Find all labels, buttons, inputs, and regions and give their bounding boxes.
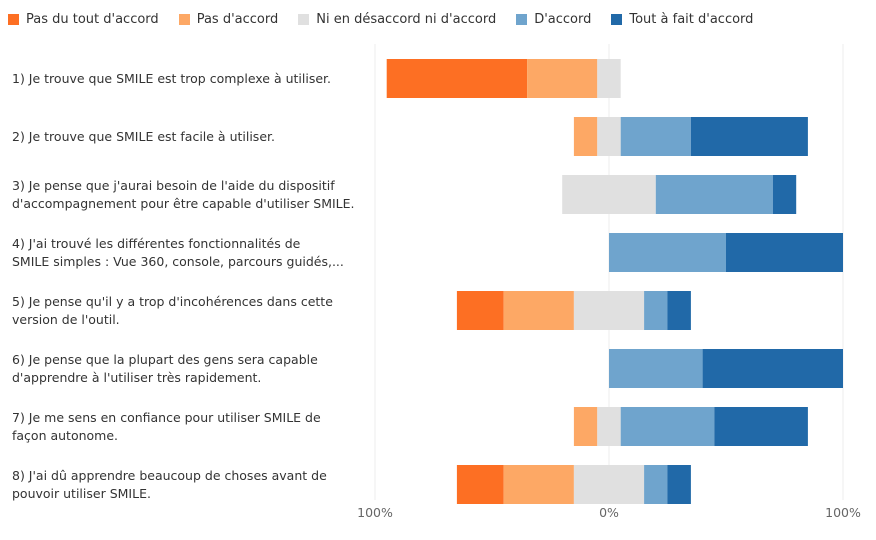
question-label: 2) Je trouve que SMILE est facile à util…	[12, 129, 275, 144]
question-label-line: SMILE simples : Vue 360, console, parcou…	[12, 254, 344, 269]
question-label-line: version de l'outil.	[12, 312, 120, 327]
bar-segment	[772, 175, 797, 214]
question-label-line: d'accompagnement pour être capable d'uti…	[12, 196, 355, 211]
bar-segment	[573, 291, 645, 330]
bar-segment	[573, 407, 598, 446]
bar-segment	[667, 465, 691, 504]
legend-swatch	[8, 13, 19, 25]
tick-label: 100%	[825, 505, 861, 520]
legend-item[interactable]: Pas du tout d'accord	[8, 12, 159, 27]
chart-row: 6) Je pense que la plupart des gens sera…	[12, 349, 843, 388]
legend-swatch	[178, 13, 190, 25]
question-label: 7) Je me sens en confiance pour utiliser…	[12, 410, 321, 443]
bar-segment	[573, 465, 645, 504]
chart-row: 2) Je trouve que SMILE est facile à util…	[12, 117, 808, 156]
question-label-line: pouvoir utiliser SMILE.	[12, 486, 151, 501]
bar-segment	[503, 465, 574, 504]
bar-segment	[714, 407, 808, 446]
chart-row: 5) Je pense qu'il y a trop d'incohérence…	[12, 291, 691, 330]
chart-row: 4) J'ai trouvé les différentes fonctionn…	[12, 233, 843, 272]
legend-label: Pas du tout d'accord	[26, 11, 159, 27]
legend-item[interactable]: D'accord	[516, 12, 591, 27]
question-label-line: 8) J'ai dû apprendre beaucoup de choses …	[12, 468, 327, 483]
legend-label: Ni en désaccord ni d'accord	[316, 11, 497, 27]
question-label: 4) J'ai trouvé les différentes fonctionn…	[12, 236, 344, 269]
question-label: 8) J'ai dû apprendre beaucoup de choses …	[12, 468, 327, 501]
question-label-line: 3) Je pense que j'aurai besoin de l'aide…	[12, 178, 335, 193]
question-label-line: 1) Je trouve que SMILE est trop complexe…	[12, 71, 331, 86]
chart-legend: Pas du tout d'accord Pas d'accord Ni en dé…	[8, 9, 773, 29]
bar-segment	[644, 465, 668, 504]
legend-item[interactable]: Ni en désaccord ni d'accord	[298, 12, 496, 27]
question-label-line: d'apprendre à l'utiliser très rapidement…	[12, 370, 261, 385]
tick-label: 0%	[599, 505, 619, 520]
bar-segment	[644, 291, 668, 330]
chart-row: 8) J'ai dû apprendre beaucoup de choses …	[12, 465, 691, 504]
bar-segment	[726, 233, 843, 272]
tick-label: 100%	[357, 505, 393, 520]
legend-label: D'accord	[534, 11, 592, 27]
legend-label: Pas d'accord	[196, 11, 279, 27]
bar-segment	[702, 349, 843, 388]
bar-segment	[503, 291, 574, 330]
chart-row: 1) Je trouve que SMILE est trop complexe…	[12, 59, 621, 98]
bar-segment	[562, 175, 656, 214]
bar-segment	[690, 117, 808, 156]
legend-item[interactable]: Tout à fait d'accord	[611, 12, 753, 27]
bar-segment	[597, 117, 621, 156]
legend-swatch	[298, 13, 310, 25]
question-label-line: 5) Je pense qu'il y a trop d'incohérence…	[12, 294, 333, 309]
bar-segment	[456, 291, 504, 330]
legend-swatch	[611, 13, 623, 25]
question-label-line: 6) Je pense que la plupart des gens sera…	[12, 352, 318, 367]
bar-segment	[456, 465, 504, 504]
question-label-line: 4) J'ai trouvé les différentes fonctionn…	[12, 236, 301, 251]
bar-segment	[620, 117, 691, 156]
question-label: 6) Je pense que la plupart des gens sera…	[12, 352, 318, 385]
question-label-line: façon autonome.	[12, 428, 118, 443]
question-label-line: 7) Je me sens en confiance pour utiliser…	[12, 410, 321, 425]
bar-segment	[655, 175, 773, 214]
bar-segment	[667, 291, 691, 330]
bar-segment	[609, 349, 703, 388]
chart-row: 3) Je pense que j'aurai besoin de l'aide…	[12, 175, 797, 214]
bar-segment	[609, 233, 726, 272]
question-label: 5) Je pense qu'il y a trop d'incohérence…	[12, 294, 333, 327]
bar-segment	[386, 59, 528, 98]
question-label: 1) Je trouve que SMILE est trop complexe…	[12, 71, 331, 86]
bar-segment	[573, 117, 598, 156]
bar-segment	[527, 59, 598, 98]
legend-swatch	[516, 13, 528, 25]
question-label: 3) Je pense que j'aurai besoin de l'aide…	[12, 178, 355, 211]
legend-item[interactable]: Pas d'accord	[178, 11, 279, 27]
chart-row: 7) Je me sens en confiance pour utiliser…	[12, 407, 808, 446]
question-label-line: 2) Je trouve que SMILE est facile à util…	[12, 129, 275, 144]
bar-segment	[620, 407, 715, 446]
bar-segment	[597, 59, 621, 98]
bar-segment	[597, 407, 621, 446]
legend-label: Tout à fait d'accord	[629, 11, 754, 27]
